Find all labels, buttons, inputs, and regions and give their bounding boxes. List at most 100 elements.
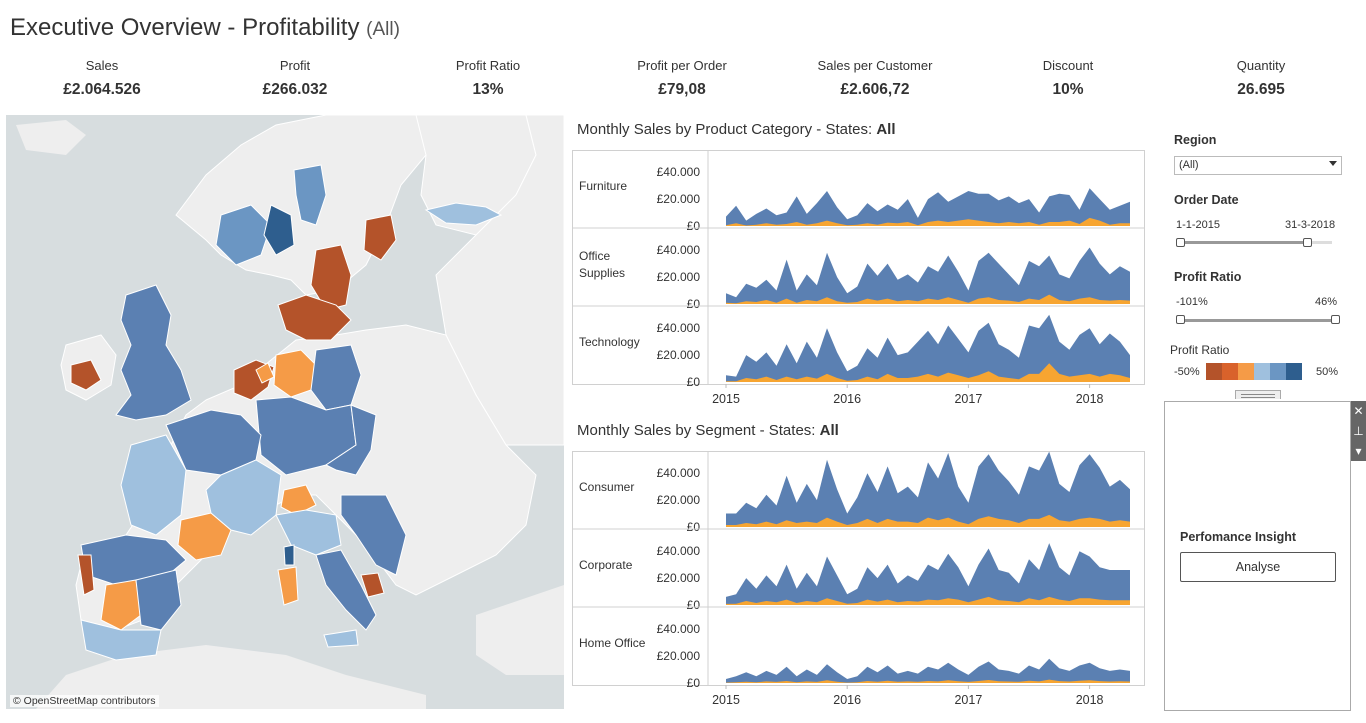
profit-ratio-min-handle[interactable] [1176, 315, 1185, 324]
legend-swatch [1270, 363, 1286, 380]
pin-icon[interactable]: ⊥ [1353, 424, 1364, 438]
order-date-slider-range[interactable] [1180, 241, 1308, 244]
order-date-end-handle[interactable] [1302, 238, 1312, 247]
profit-ratio-slider-range[interactable] [1180, 319, 1336, 322]
map-region-sicily[interactable] [323, 629, 359, 648]
legend-swatch [1254, 363, 1270, 380]
y-tick-label: £0 [687, 598, 701, 612]
y-tick-label: £0 [687, 297, 701, 311]
sales-area-consumer [726, 451, 1130, 527]
x-tick-label: 2017 [954, 392, 982, 406]
map-credit: © OpenStreetMap contributors [10, 695, 159, 707]
sales-area-home-office [726, 658, 1130, 683]
kpi-sales[interactable]: Sales £2.064.526 [12, 58, 192, 99]
profit-ratio-max-handle[interactable] [1331, 315, 1340, 324]
kpi-profit-per-order[interactable]: Profit per Order £79,08 [592, 58, 772, 99]
y-tick-label: £20.000 [657, 649, 701, 663]
kpi-label: Sales per Customer [817, 58, 933, 73]
map-region-france-west[interactable] [120, 434, 187, 536]
kpi-profit[interactable]: Profit £266.032 [205, 58, 385, 99]
segment-title-value: All [819, 422, 839, 439]
profit-area-furniture [726, 217, 1130, 226]
map-region-sardinia[interactable] [277, 566, 299, 606]
row-label: Technology [579, 335, 640, 349]
page-title: Executive Overview - Profitability (All) [10, 14, 400, 42]
sales-area-office-supplies [726, 247, 1130, 304]
y-tick-label: £40.000 [657, 544, 701, 558]
kpi-sales-per-customer[interactable]: Sales per Customer £2.606,72 [785, 58, 965, 99]
category-area-chart[interactable]: Furniture £40.000 £20.000 £0 Office Supplies £… [572, 150, 1158, 412]
map-region-spain-central[interactable] [100, 579, 142, 631]
resize-grip[interactable] [1235, 390, 1281, 399]
x-tick-label: 2016 [833, 693, 861, 707]
insight-panel: Perfomance Insight Analyse [1164, 401, 1351, 711]
analyse-button[interactable]: Analyse [1180, 552, 1336, 582]
kpi-discount[interactable]: Discount 10% [978, 58, 1158, 99]
map-region-france-east[interactable] [205, 459, 282, 536]
category-title-value: All [876, 121, 896, 138]
close-icon[interactable]: ✕ [1353, 404, 1364, 418]
segment-area-chart[interactable]: Consumer £40.000 £20.000 £0 Corporate £40.000… [572, 451, 1158, 713]
map-region-sweden-b[interactable] [363, 214, 397, 261]
order-date-start-handle[interactable] [1176, 238, 1185, 247]
category-title-prefix: Monthly Sales by Product Category - Stat… [577, 121, 873, 138]
order-date-start: 1-1-2015 [1176, 219, 1221, 231]
y-tick-label: £0 [687, 219, 701, 233]
map-region-finland[interactable] [424, 202, 503, 226]
map-region-spain-south[interactable] [80, 619, 162, 661]
profit-ratio-filter-label: Profit Ratio [1174, 270, 1242, 284]
y-tick-label: £40.000 [657, 321, 701, 335]
map-region-norway-a[interactable] [215, 204, 272, 266]
europe-choropleth-map[interactable]: © OpenStreetMap contributors [6, 115, 564, 709]
map-region-east[interactable] [325, 404, 377, 476]
region-select[interactable]: (All) [1174, 156, 1342, 175]
map-region-italy-central[interactable] [315, 549, 377, 631]
y-tick-label: £0 [687, 676, 701, 690]
y-tick-label: £0 [687, 520, 701, 534]
sales-area-furniture [726, 188, 1130, 226]
legend-swatch [1206, 363, 1222, 380]
menu-arrow-icon[interactable]: ▾ [1355, 444, 1362, 458]
map-region-norway-c[interactable] [293, 164, 327, 226]
map-region-france-north[interactable] [165, 409, 262, 476]
map-region-netherlands-b[interactable] [255, 362, 275, 384]
kpi-quantity[interactable]: Quantity 26.695 [1171, 58, 1351, 99]
y-tick-label: £0 [687, 375, 701, 389]
chevron-down-icon[interactable] [1329, 161, 1337, 166]
x-tick-label: 2015 [712, 693, 740, 707]
profit-area-technology [726, 363, 1130, 382]
map-region-spain-east[interactable] [135, 569, 182, 631]
kpi-label: Sales [85, 58, 119, 73]
map-region-denmark[interactable] [277, 294, 352, 341]
kpi-profit-ratio[interactable]: Profit Ratio 13% [398, 58, 578, 99]
kpi-value: 26.695 [1237, 81, 1285, 98]
sales-area-technology [726, 314, 1130, 382]
profit-ratio-min: -101% [1176, 296, 1208, 308]
map-region-corsica[interactable] [283, 544, 295, 566]
order-date-end: 31-3-2018 [1285, 219, 1336, 231]
map-region-balkans[interactable] [340, 494, 407, 576]
x-tick-label: 2018 [1076, 693, 1104, 707]
map-region-ireland-loss[interactable] [70, 359, 102, 391]
row-label: Office [579, 249, 610, 263]
y-tick-label: £20.000 [657, 270, 701, 284]
x-tick-label: 2016 [833, 392, 861, 406]
region-select-value: (All) [1179, 159, 1199, 171]
map-region-italy-south[interactable] [360, 572, 385, 598]
row-label: Furniture [579, 179, 627, 193]
kpi-value: £79,08 [658, 81, 706, 98]
map-region-uk[interactable] [115, 284, 192, 421]
kpi-value: 13% [472, 81, 504, 98]
map-region-portugal[interactable] [77, 554, 95, 596]
map-region-sweden-a[interactable] [310, 244, 352, 311]
map-land-iceland [16, 120, 86, 155]
map-region-norway-b[interactable] [263, 204, 295, 256]
row-label: Corporate [579, 558, 633, 572]
map-region-italy-north[interactable] [275, 509, 342, 556]
category-chart-title: Monthly Sales by Product Category - Stat… [577, 121, 895, 138]
segment-title-prefix: Monthly Sales by Segment - States: [577, 422, 816, 439]
kpi-strip: Sales £2.064.526 Profit £266.032 Profit … [0, 58, 1366, 108]
insight-title: Perfomance Insight [1180, 530, 1296, 544]
map-canvas[interactable] [6, 115, 564, 709]
legend-title: Profit Ratio [1170, 343, 1230, 357]
